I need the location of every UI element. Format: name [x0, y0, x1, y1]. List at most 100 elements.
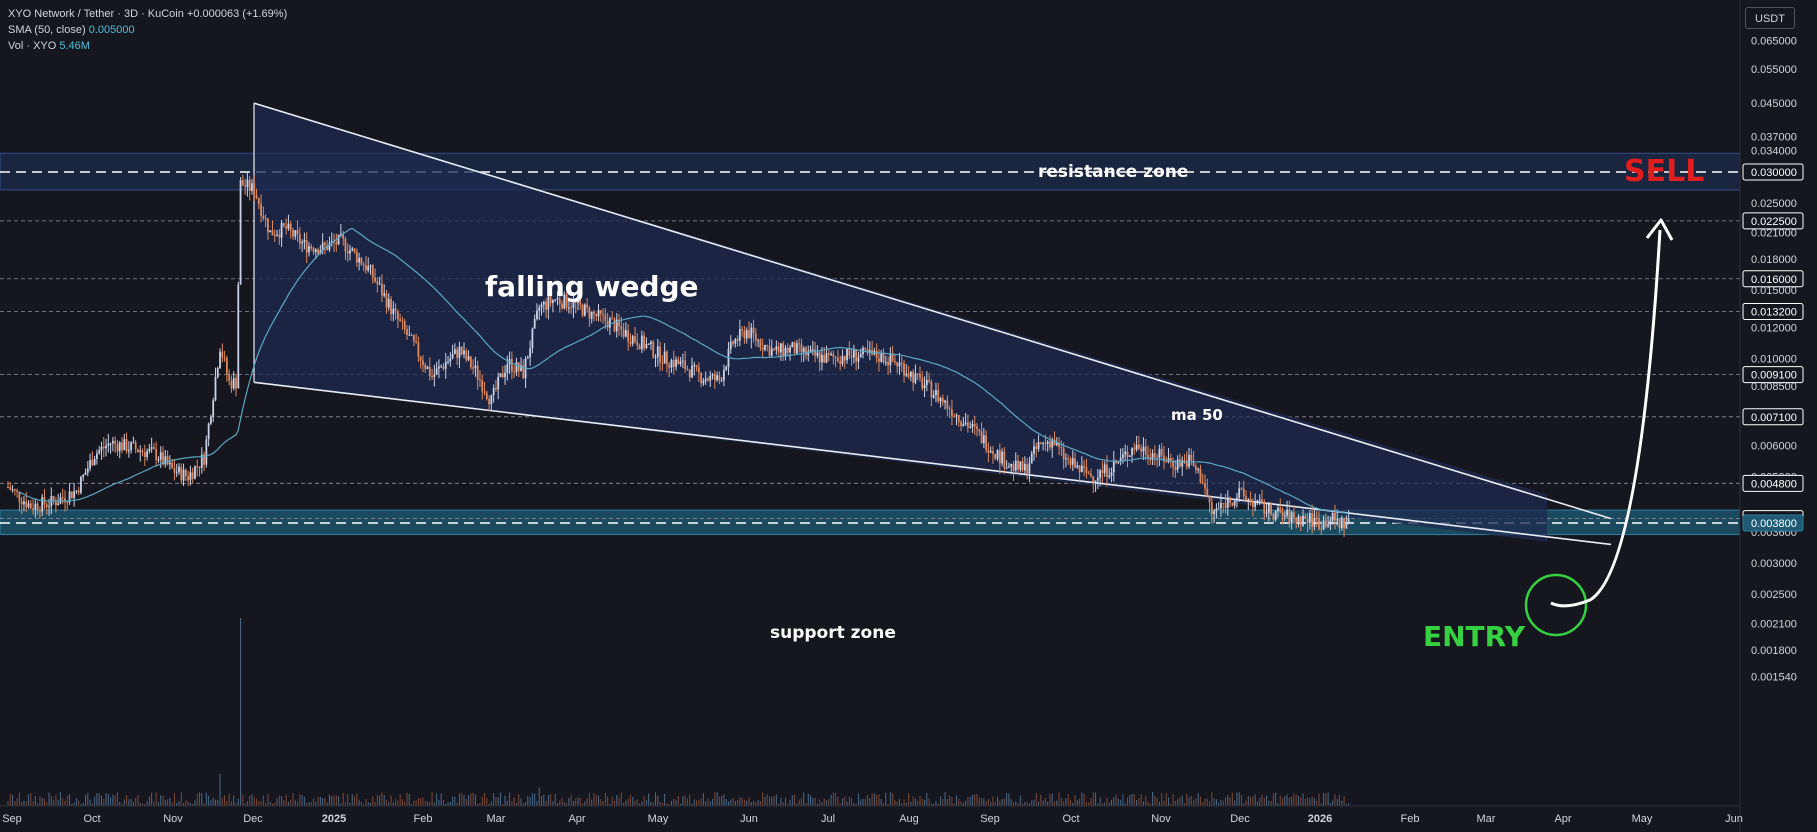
candle: [7, 481, 9, 489]
volume-bar: [887, 803, 889, 806]
volume-bar: [1345, 803, 1347, 806]
candle: [1251, 498, 1254, 517]
candle: [1283, 511, 1286, 522]
candle: [529, 340, 532, 366]
candle: [848, 341, 851, 360]
candle: [522, 359, 525, 380]
volume-bar: [1051, 793, 1053, 806]
candle: [754, 328, 757, 347]
candle: [381, 274, 383, 303]
candle: [18, 491, 21, 512]
volume-bar: [693, 799, 695, 806]
volume-bar: [1313, 797, 1315, 806]
candle: [472, 359, 475, 375]
volume-bar: [1028, 803, 1030, 806]
volume-bar: [559, 800, 561, 806]
candle: [764, 344, 766, 352]
candle: [1179, 453, 1181, 468]
candle: [903, 360, 905, 383]
volume-bar: [862, 798, 864, 806]
candle: [1334, 504, 1336, 530]
volume-bar: [937, 803, 939, 806]
candle: [759, 338, 762, 352]
volume-label: Vol · XYO: [8, 40, 57, 52]
candle: [82, 474, 85, 482]
candle: [488, 395, 490, 412]
candle: [686, 365, 689, 371]
volume-bar: [112, 794, 114, 806]
candle: [1156, 453, 1159, 468]
volume-bar: [1197, 792, 1199, 806]
volume-bar: [447, 802, 449, 806]
target-arrow-path: [1550, 229, 1662, 608]
time-axis[interactable]: Sep Oct Nov Dec 2025 Feb Mar Apr May Jun Jul Aug Sep…: [2, 813, 1743, 825]
volume-bar: [1174, 800, 1176, 806]
candle: [114, 436, 117, 453]
candle: [583, 303, 586, 317]
candle: [775, 340, 778, 355]
candle: [1181, 456, 1184, 476]
currency-selector[interactable]: USDT: [1745, 7, 1795, 29]
legend-volume-row[interactable]: Vol · XYO 5.46M: [8, 38, 287, 54]
candle: [191, 467, 194, 484]
price-marker-box: [1742, 270, 1804, 288]
candle: [1062, 442, 1065, 470]
volume-bar: [935, 801, 937, 806]
falling-wedge-label: falling wedge: [485, 270, 699, 303]
candle: [1172, 457, 1174, 478]
volume-bar: [1122, 794, 1124, 806]
candle: [463, 342, 465, 359]
candle: [1053, 431, 1056, 446]
candle: [1272, 512, 1275, 524]
volume-bar: [116, 792, 118, 806]
volume-bar: [896, 801, 898, 806]
candle: [928, 372, 931, 384]
volume-bar: [267, 793, 269, 806]
volume-bar: [570, 794, 572, 806]
candle: [182, 463, 185, 487]
legend-sma-row[interactable]: SMA (50, close) 0.005000: [8, 22, 287, 38]
candle: [465, 348, 468, 363]
volume-bar: [1236, 792, 1238, 806]
volume-bar: [370, 803, 372, 806]
candle: [1147, 445, 1149, 466]
volume-bar: [1334, 794, 1336, 806]
candle: [672, 350, 675, 375]
candle: [221, 343, 224, 363]
candle: [572, 292, 575, 319]
volume-bar: [1072, 802, 1074, 806]
candle: [127, 441, 130, 458]
volume-bar: [816, 803, 818, 806]
volume-bar: [541, 796, 543, 806]
volume-bar: [561, 797, 563, 806]
price-tick-label: 0.002500: [1751, 589, 1797, 601]
volume-bar: [664, 793, 666, 806]
candle: [677, 356, 680, 365]
volume-bar: [566, 803, 568, 806]
candle: [697, 362, 700, 383]
volume-bar: [814, 797, 816, 806]
candle: [720, 376, 723, 383]
volume-bar: [103, 799, 105, 806]
candle: [141, 448, 144, 457]
candle: [1083, 460, 1086, 477]
candle: [732, 340, 734, 347]
candle: [985, 430, 988, 454]
volume-bar: [844, 796, 846, 806]
volume-bar: [807, 793, 809, 806]
volume-bar: [1079, 798, 1081, 806]
volume-bar: [121, 803, 123, 806]
volume-bar: [643, 796, 645, 806]
candle: [495, 379, 497, 392]
candle: [203, 451, 205, 472]
candle: [738, 319, 741, 347]
volume-bar: [176, 802, 178, 806]
legend-symbol-row[interactable]: XYO Network / Tether · 3D · KuCoin +0.00…: [8, 6, 287, 22]
candle: [308, 241, 310, 257]
candle: [1005, 460, 1008, 470]
candle: [255, 188, 258, 200]
price-axis[interactable]: 0.065000 0.055000 0.045000 0.037000 0.034000…: [1742, 36, 1804, 684]
volume-bar: [132, 802, 134, 806]
candle: [517, 362, 520, 378]
